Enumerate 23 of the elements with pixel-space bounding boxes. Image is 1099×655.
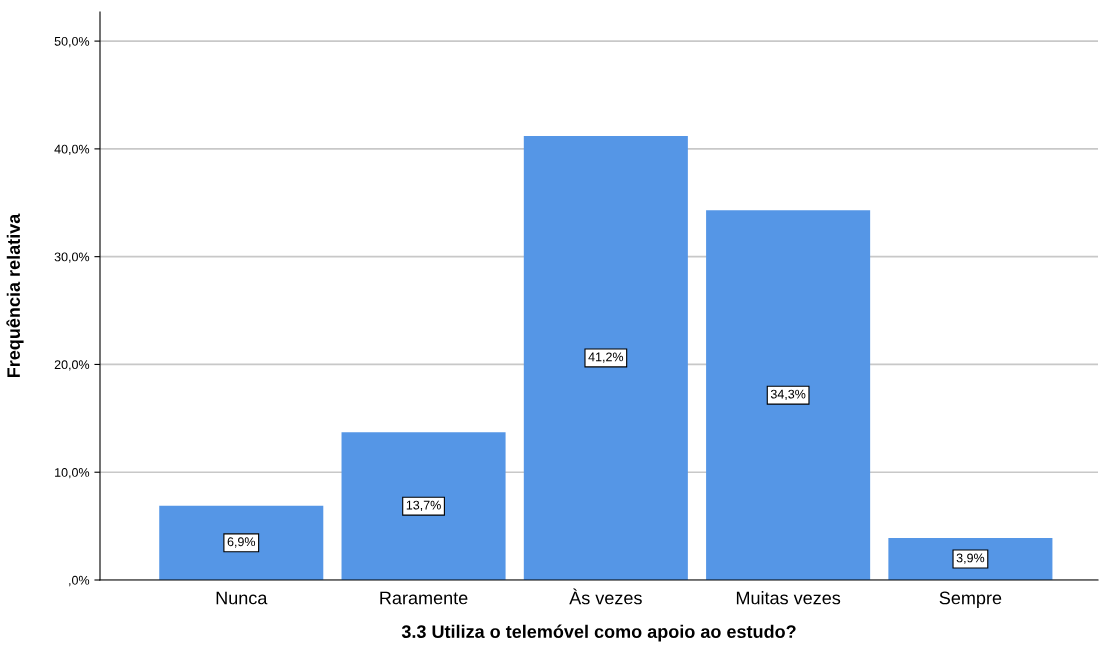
x-tick-label: Raramente <box>380 591 468 605</box>
bar <box>706 210 871 580</box>
data-label: 13,7% <box>406 500 441 511</box>
x-tick-label: Às vezes <box>569 588 642 605</box>
data-label: 34,3% <box>770 389 806 400</box>
bar <box>341 432 506 580</box>
x-tick-label: Muitas vezes <box>736 591 841 605</box>
bar <box>159 505 324 580</box>
y-tick-label: 50,0% <box>54 36 90 48</box>
y-axis-title: Frequência relativa <box>6 213 24 378</box>
data-label: 41,2% <box>588 352 624 363</box>
x-tick-label: Sempre <box>939 591 1002 608</box>
y-tick-label: ,0% <box>69 575 90 587</box>
y-tick-label: 40,0% <box>54 144 90 156</box>
y-tick-label: 10,0% <box>55 468 90 479</box>
data-label: 3,9% <box>956 553 985 564</box>
y-tick-label: 30,0% <box>54 252 90 263</box>
data-label: 6,9% <box>227 537 256 548</box>
x-axis-title: 3.3 Utiliza o telemóvel como apoio ao estudo? <box>401 624 796 642</box>
bar <box>523 135 688 580</box>
bar <box>888 537 1053 580</box>
x-tick-label: Nunca <box>216 591 268 605</box>
y-tick-label: 20,0% <box>54 360 90 371</box>
